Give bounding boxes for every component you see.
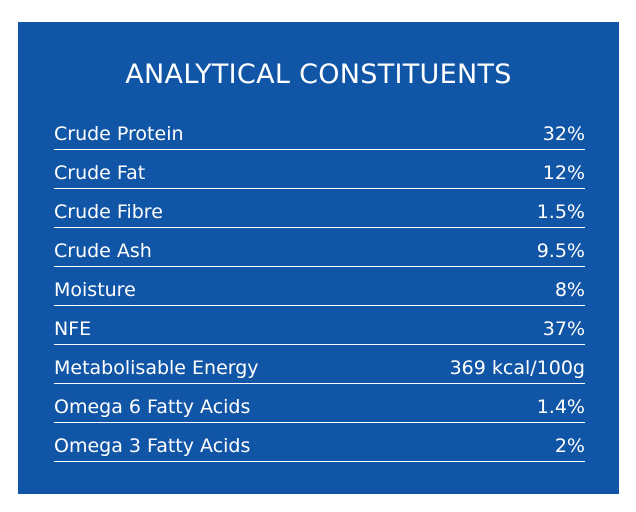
constituent-value: 2% — [554, 435, 585, 457]
constituent-value: 9.5% — [536, 240, 585, 262]
constituent-row: Omega 3 Fatty Acids 2% — [54, 424, 585, 462]
panel-title: ANALYTICAL CONSTITUENTS — [125, 59, 512, 90]
analytical-constituents-panel: ANALYTICAL CONSTITUENTS Crude Protein 32… — [18, 22, 619, 494]
constituent-value: 37% — [542, 318, 585, 340]
constituent-label: Omega 6 Fatty Acids — [54, 396, 251, 418]
constituent-label: Moisture — [54, 279, 136, 301]
constituent-value: 8% — [554, 279, 585, 301]
constituent-value: 1.4% — [536, 396, 585, 418]
constituent-row: Crude Protein 32% — [54, 112, 585, 150]
constituent-label: Crude Protein — [54, 123, 184, 145]
constituent-label: Omega 3 Fatty Acids — [54, 435, 251, 457]
constituent-row: NFE 37% — [54, 307, 585, 345]
constituent-value: 12% — [542, 162, 585, 184]
constituent-label: Crude Fibre — [54, 201, 163, 223]
constituent-row: Moisture 8% — [54, 268, 585, 306]
constituent-value: 369 kcal/100g — [449, 357, 585, 379]
constituents-list: Crude Protein 32% Crude Fat 12% Crude Fi… — [54, 112, 585, 463]
constituent-label: Crude Fat — [54, 162, 146, 184]
constituent-label: NFE — [54, 318, 92, 340]
constituent-row: Metabolisable Energy 369 kcal/100g — [54, 346, 585, 384]
constituent-row: Crude Fat 12% — [54, 151, 585, 189]
constituent-row: Omega 6 Fatty Acids 1.4% — [54, 385, 585, 423]
constituent-label: Crude Ash — [54, 240, 152, 262]
constituent-row: Crude Fibre 1.5% — [54, 190, 585, 228]
constituent-label: Metabolisable Energy — [54, 357, 259, 379]
constituent-value: 32% — [542, 123, 585, 145]
constituent-value: 1.5% — [536, 201, 585, 223]
constituent-row: Crude Ash 9.5% — [54, 229, 585, 267]
